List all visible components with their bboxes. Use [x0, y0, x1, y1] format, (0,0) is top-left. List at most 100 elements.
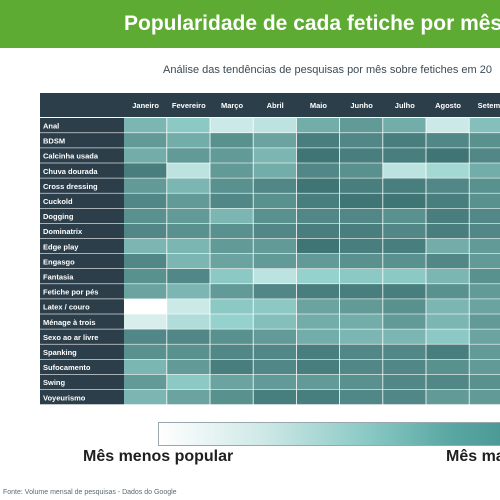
- column-header: Junho: [350, 101, 373, 110]
- heatmap-cell: [210, 208, 253, 224]
- heatmap-cell: [426, 178, 469, 193]
- heatmap-cell: [340, 238, 383, 254]
- row-label: Voyeurismo: [43, 393, 86, 402]
- heatmap-cell: [426, 329, 469, 344]
- heatmap-cell: [383, 329, 426, 344]
- heatmap-cell: [340, 133, 383, 148]
- heatmap-cell: [167, 148, 210, 163]
- row-label: Cuckold: [43, 197, 73, 206]
- heatmap-cell: [469, 284, 500, 299]
- row-label-cell: [40, 329, 124, 344]
- heatmap-cell: [469, 359, 500, 375]
- heatmap-cell: [340, 284, 383, 299]
- heatmap-cell: [210, 148, 253, 163]
- heatmap-cell: [253, 253, 296, 269]
- heatmap-cell: [340, 344, 383, 359]
- heatmap-cell: [426, 389, 469, 405]
- heatmap-cell: [383, 133, 426, 148]
- heatmap-cell: [296, 163, 340, 178]
- heatmap-cell: [340, 208, 383, 224]
- heatmap-cell: [426, 223, 469, 239]
- row-label: Spanking: [43, 348, 77, 357]
- heatmap-cell: [253, 193, 296, 208]
- heatmap-cell: [340, 359, 383, 375]
- heatmap-cell: [296, 133, 340, 148]
- heatmap-cell: [210, 193, 253, 208]
- color-scale-legend: [158, 422, 500, 446]
- heatmap-cell: [253, 374, 296, 390]
- heatmap-cell: [296, 389, 340, 405]
- heatmap-cell: [383, 299, 426, 314]
- heatmap-cell: [296, 359, 340, 375]
- heatmap-cell: [296, 374, 340, 390]
- heatmap-cell: [426, 148, 469, 163]
- heatmap-cell: [210, 329, 253, 344]
- row-label-cell: [40, 314, 124, 329]
- title-banner: Popularidade de cada fetiche por mês no: [0, 0, 500, 48]
- heatmap-cell: [426, 344, 469, 359]
- row-label-cell: [40, 148, 124, 163]
- heatmap-cell: [383, 314, 426, 329]
- heatmap-cell: [124, 344, 167, 359]
- heatmap-cell: [124, 178, 167, 193]
- heatmap-cell: [296, 223, 340, 239]
- heatmap-cell: [383, 208, 426, 224]
- heatmap-cell: [296, 344, 340, 359]
- row-label-cell: [40, 238, 124, 254]
- heatmap-chart: Janeiro Fevereiro Março Abril Maio Junho Julho…: [40, 93, 500, 405]
- row-label-cell: [40, 299, 124, 314]
- row-label: Latex / couro: [43, 303, 90, 312]
- heatmap-cell: [124, 374, 167, 390]
- column-header: Setemb: [478, 101, 500, 110]
- row-label-cell: [40, 133, 124, 148]
- heatmap-cell: [296, 208, 340, 224]
- heatmap-cell: [253, 178, 296, 193]
- heatmap-cell: [296, 193, 340, 208]
- row-label: Edge play: [43, 242, 79, 251]
- heatmap-cell: [124, 253, 167, 269]
- legend-low-label: Mês menos popular: [83, 448, 234, 465]
- heatmap-cell: [210, 389, 253, 405]
- heatmap-cell: [167, 178, 210, 193]
- heatmap-cell: [124, 118, 167, 133]
- row-label: Dogging: [43, 212, 74, 221]
- heatmap-cell: [167, 118, 210, 133]
- row-label: BDSM: [43, 137, 65, 146]
- heatmap-cell: [426, 374, 469, 390]
- column-header: Abril: [267, 101, 284, 110]
- heatmap-cell: [469, 374, 500, 390]
- heatmap-cell: [340, 178, 383, 193]
- heatmap-cell: [253, 118, 296, 133]
- heatmap-cell: [469, 344, 500, 359]
- heatmap-cell: [253, 133, 296, 148]
- heatmap-cell: [426, 163, 469, 178]
- row-label-cell: [40, 118, 124, 133]
- heatmap-cell: [469, 193, 500, 208]
- heatmap-cell: [340, 118, 383, 133]
- row-label: Anal: [43, 122, 59, 131]
- heatmap-cell: [340, 314, 383, 329]
- legend-high-label: Mês ma: [446, 448, 500, 465]
- heatmap-cell: [210, 223, 253, 239]
- heatmap-cell: [210, 253, 253, 269]
- heatmap-cell: [124, 284, 167, 299]
- heatmap-cell: [296, 329, 340, 344]
- heatmap-cell: [167, 238, 210, 254]
- heatmap-cell: [426, 253, 469, 269]
- heatmap-cell: [340, 299, 383, 314]
- heatmap-cell: [469, 269, 500, 284]
- heatmap-cell: [253, 208, 296, 224]
- heatmap-cell: [340, 374, 383, 390]
- heatmap-cell: [469, 208, 500, 224]
- heatmap-cell: [210, 344, 253, 359]
- heatmap-cell: [296, 118, 340, 133]
- heatmap-cell: [340, 329, 383, 344]
- heatmap-cell: [340, 253, 383, 269]
- header-row: [40, 93, 500, 117]
- heatmap-cell: [124, 269, 167, 284]
- heatmap-cell: [167, 208, 210, 224]
- heatmap-cell: [383, 389, 426, 405]
- heatmap-cell: [253, 269, 296, 284]
- heatmap-cell: [383, 253, 426, 269]
- heatmap-cell: [296, 314, 340, 329]
